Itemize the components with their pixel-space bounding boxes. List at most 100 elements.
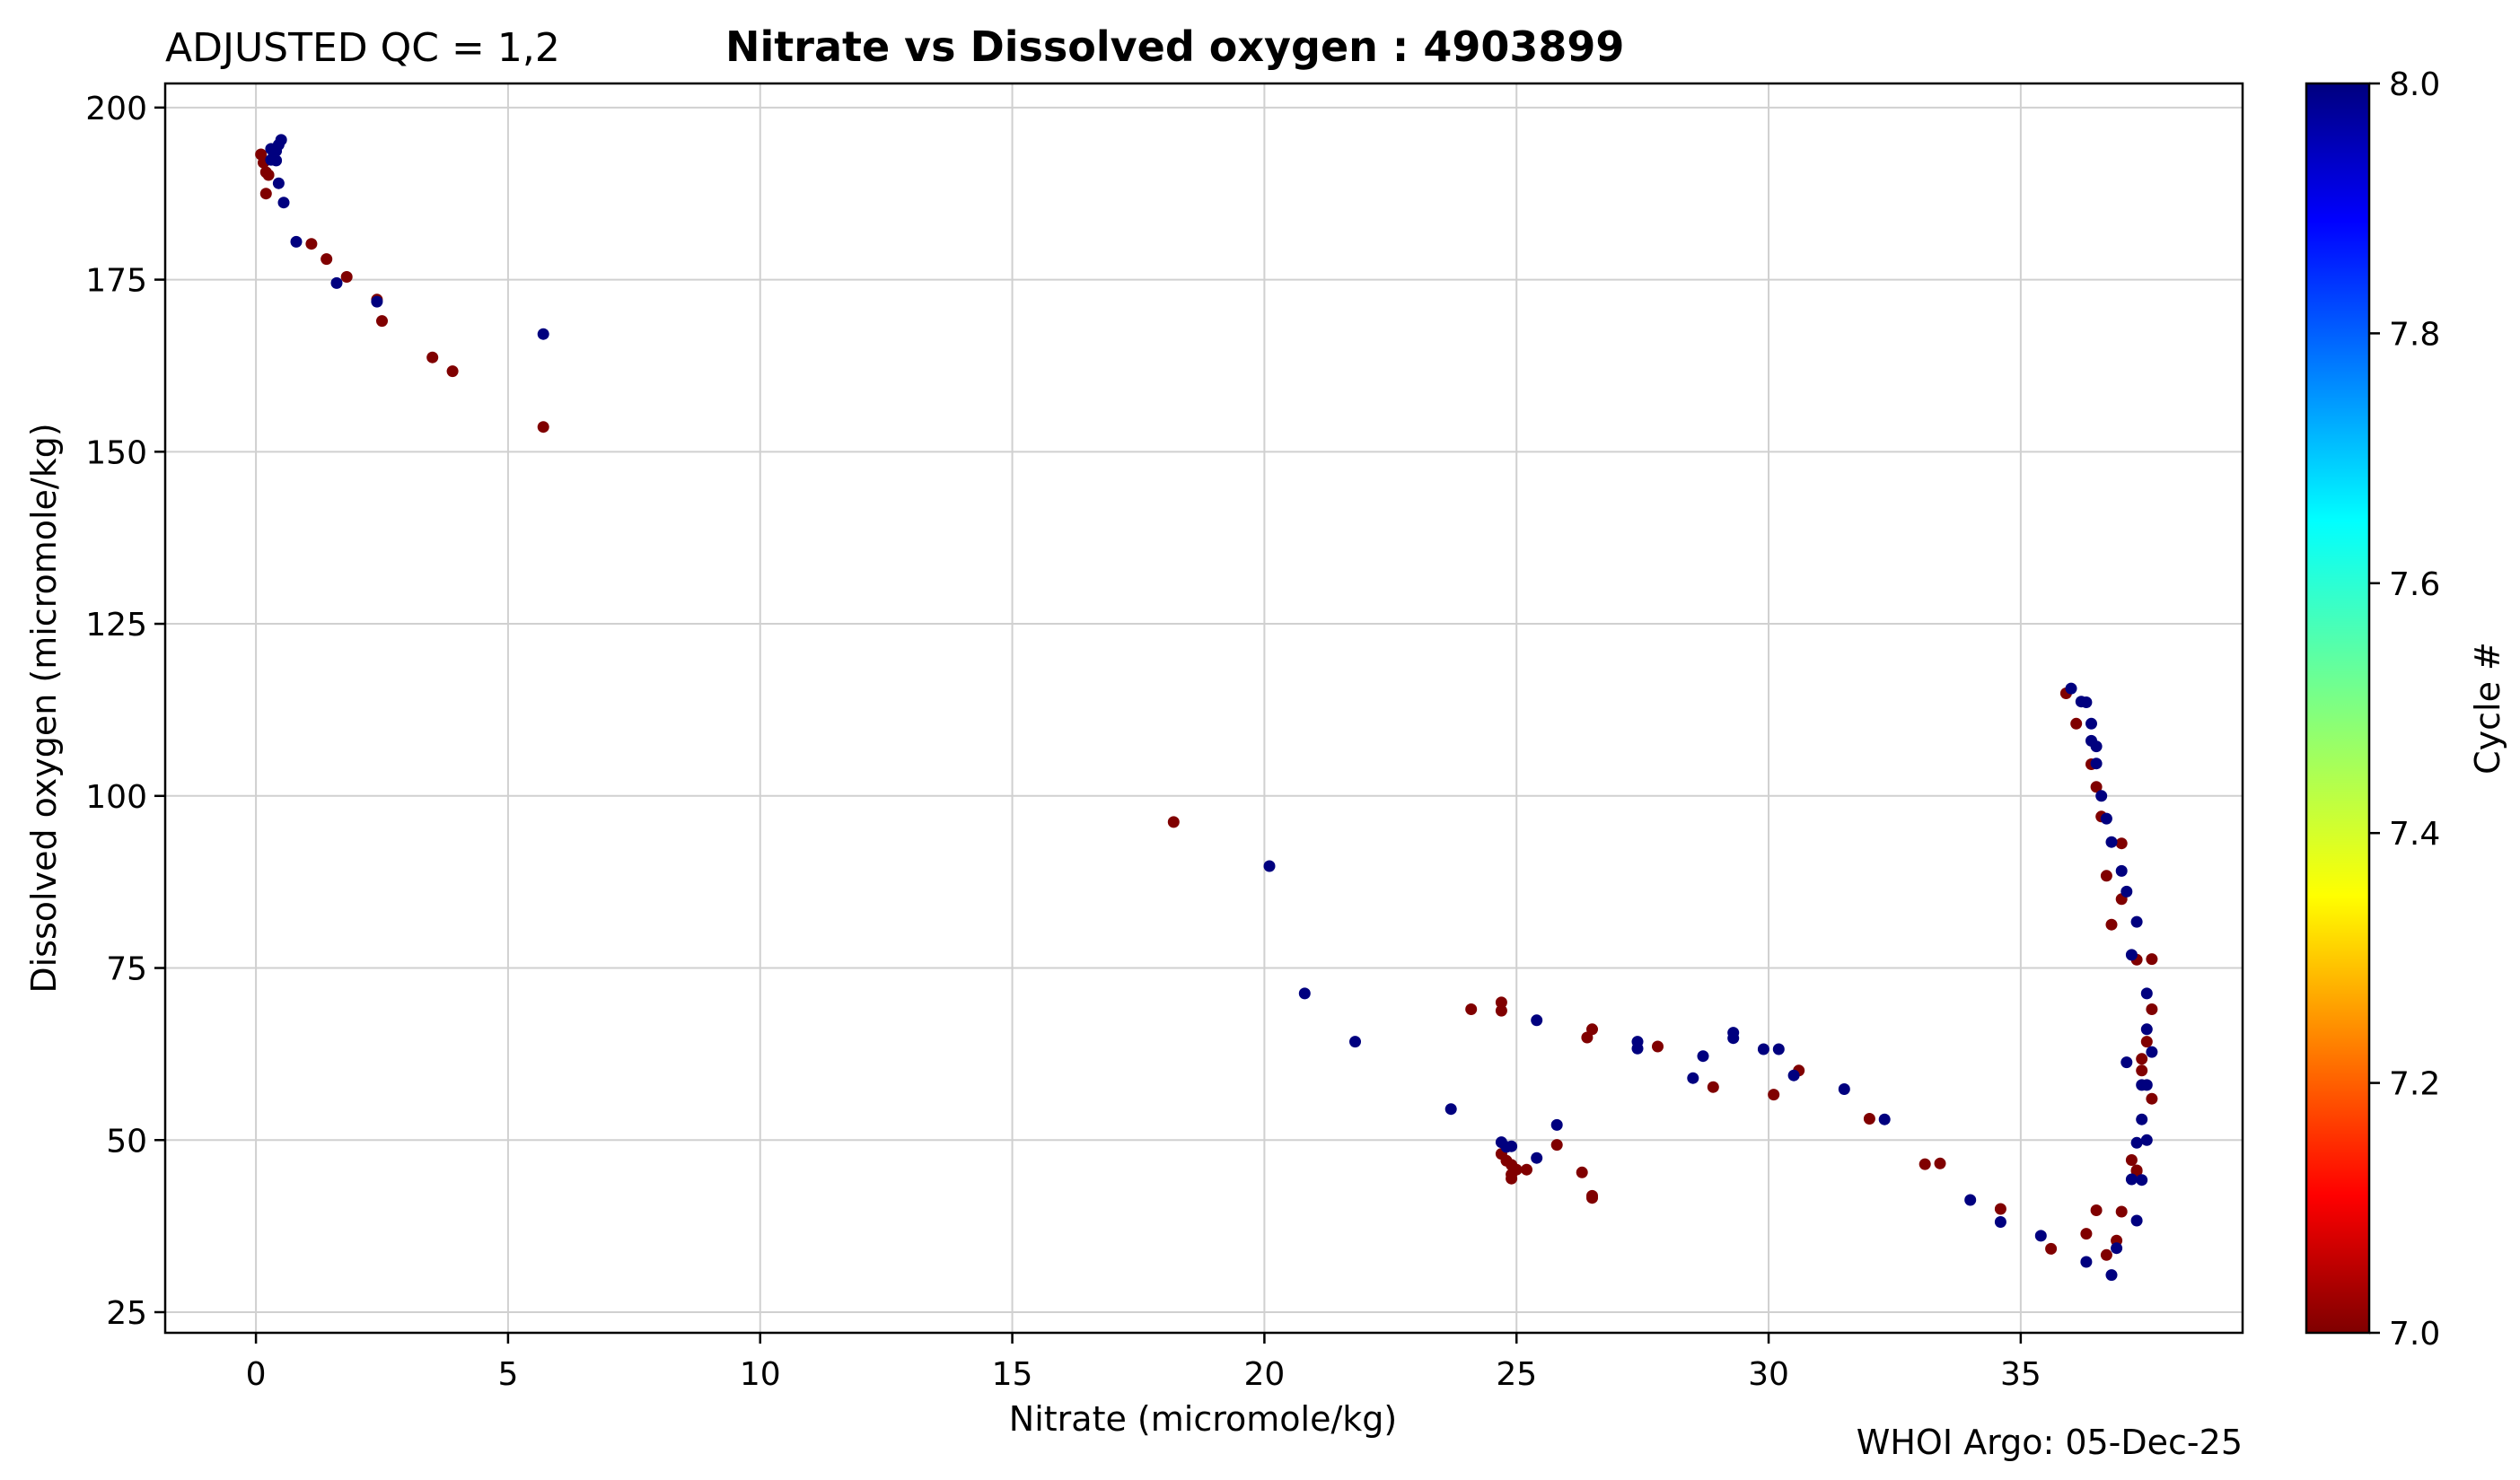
data-point-cycle-8 <box>2100 812 2112 825</box>
x-tick-label: 30 <box>1748 1356 1789 1393</box>
colorbar-tick-label: 7.2 <box>2389 1066 2440 1103</box>
data-point-cycle-8 <box>1757 1043 1769 1055</box>
data-point-cycle-7 <box>376 315 388 328</box>
x-tick-label: 5 <box>497 1356 518 1393</box>
data-point-cycle-8 <box>2120 1056 2133 1069</box>
data-point-cycle-7 <box>1994 1203 2006 1215</box>
x-tick-label: 10 <box>740 1356 781 1393</box>
data-point-cycle-8 <box>1506 1140 1518 1152</box>
plot-frame <box>163 82 2244 1335</box>
data-point-cycle-8 <box>1550 1118 1563 1131</box>
data-point-cycle-7 <box>2146 1003 2158 1015</box>
data-point-cycle-8 <box>1878 1113 1891 1125</box>
data-point-cycle-8 <box>2105 836 2118 848</box>
data-point-cycle-7 <box>1167 816 1180 828</box>
data-point-cycle-7 <box>262 169 275 181</box>
data-point-cycle-7 <box>2125 1154 2138 1166</box>
colorbar-ticks: 7.0 7.2 7.4 7.6 7.8 8.0 <box>2369 66 2440 1353</box>
data-point-cycle-8 <box>2034 1230 2047 1242</box>
data-point-cycle-8 <box>2130 915 2143 928</box>
data-point-cycle-8 <box>277 197 290 209</box>
data-point-cycle-8 <box>272 177 285 189</box>
y-axis-ticks: 25 50 75 100 125 150 175 200 <box>85 91 165 1332</box>
x-axis-label: Nitrate (micromole/kg) <box>1009 1399 1397 1439</box>
data-point-cycle-7 <box>2045 1242 2058 1255</box>
data-point-cycle-8 <box>2130 1214 2143 1227</box>
data-point-cycle-7 <box>1586 1023 1598 1036</box>
data-point-cycle-7 <box>1465 1003 1478 1015</box>
data-points <box>255 134 2158 1282</box>
data-point-cycle-8 <box>2136 1113 2148 1125</box>
data-point-cycle-8 <box>1631 1042 1644 1055</box>
data-point-cycle-7 <box>2100 870 2112 882</box>
data-point-cycle-8 <box>1531 1014 1543 1027</box>
data-point-cycle-7 <box>1506 1172 1518 1185</box>
data-point-cycle-7 <box>1768 1089 1780 1101</box>
data-point-cycle-7 <box>1919 1158 1931 1170</box>
data-point-cycle-8 <box>1772 1043 1785 1055</box>
data-point-cycle-8 <box>2140 1079 2153 1091</box>
data-point-cycle-8 <box>290 235 303 248</box>
data-point-cycle-8 <box>2125 949 2138 961</box>
data-point-cycle-8 <box>1349 1036 1361 1048</box>
data-point-cycle-7 <box>2080 1228 2093 1240</box>
data-point-cycle-7 <box>446 365 459 378</box>
data-point-cycle-7 <box>2146 1092 2158 1105</box>
data-point-cycle-7 <box>1586 1192 1598 1204</box>
data-point-cycle-8 <box>1687 1072 1699 1084</box>
data-point-cycle-8 <box>2080 1256 2093 1268</box>
data-point-cycle-7 <box>340 271 353 283</box>
y-axis-label: Dissolved oxygen (micromole/kg) <box>24 423 64 993</box>
credit-text: WHOI Argo: 05-Dec-25 <box>1857 1423 2243 1462</box>
data-point-cycle-7 <box>2090 1204 2103 1216</box>
y-tick-label: 125 <box>85 607 147 644</box>
y-tick-label: 50 <box>106 1123 147 1160</box>
data-point-cycle-7 <box>1495 1004 1507 1017</box>
data-point-cycle-7 <box>1863 1113 1875 1125</box>
data-point-cycle-8 <box>537 328 549 340</box>
data-point-cycle-8 <box>1444 1103 1457 1116</box>
y-tick-label: 200 <box>85 91 147 127</box>
data-point-cycle-7 <box>1707 1081 1719 1093</box>
colorbar-tick-label: 7.4 <box>2389 816 2440 853</box>
y-tick-label: 75 <box>106 951 147 988</box>
data-point-cycle-7 <box>2146 953 2158 966</box>
data-point-cycle-8 <box>2080 696 2093 708</box>
colorbar-tick-label: 7.0 <box>2389 1316 2440 1353</box>
data-point-cycle-7 <box>2130 1164 2143 1177</box>
data-point-cycle-8 <box>2090 758 2103 770</box>
x-axis-ticks: 0 5 10 15 20 25 30 35 <box>246 1333 2041 1393</box>
data-point-cycle-8 <box>1263 860 1276 872</box>
data-point-cycle-7 <box>1495 996 1507 1009</box>
data-point-cycle-7 <box>2115 837 2128 850</box>
data-point-cycle-8 <box>270 154 283 167</box>
data-point-cycle-7 <box>259 188 272 200</box>
data-point-cycle-8 <box>1838 1083 1850 1095</box>
data-point-cycle-8 <box>330 276 343 289</box>
colorbar: 7.0 7.2 7.4 7.6 7.8 8.0 Cycle # <box>2305 66 2507 1353</box>
data-point-cycle-8 <box>2090 740 2103 753</box>
y-gridlines <box>165 106 2243 1313</box>
data-point-cycle-8 <box>2065 682 2077 695</box>
colorbar-tick-label: 7.8 <box>2389 316 2440 353</box>
data-point-cycle-8 <box>371 295 383 308</box>
colorbar-label: Cycle # <box>2468 642 2507 775</box>
chart-subtitle: ADJUSTED QC = 1,2 <box>165 25 560 71</box>
data-point-cycle-8 <box>2085 717 2097 730</box>
data-point-cycle-7 <box>1550 1139 1563 1152</box>
colorbar-gradient <box>2305 82 2371 1335</box>
data-point-cycle-7 <box>320 253 333 266</box>
data-point-cycle-8 <box>1298 987 1311 1000</box>
plot-area: 0 5 10 15 20 25 30 35 25 50 75 100 125 150 175 200 <box>85 82 2244 1393</box>
data-point-cycle-8 <box>2095 790 2108 802</box>
data-point-cycle-8 <box>2136 1174 2148 1187</box>
colorbar-tick-label: 8.0 <box>2389 66 2440 103</box>
data-point-cycle-8 <box>1964 1194 1977 1206</box>
x-gridlines <box>255 83 2022 1333</box>
data-point-cycle-8 <box>2125 1173 2138 1186</box>
data-point-cycle-8 <box>1697 1050 1709 1063</box>
data-point-cycle-8 <box>1994 1216 2006 1228</box>
data-point-cycle-7 <box>2090 781 2103 793</box>
data-point-cycle-8 <box>2105 1269 2118 1282</box>
data-point-cycle-7 <box>2100 1248 2112 1261</box>
